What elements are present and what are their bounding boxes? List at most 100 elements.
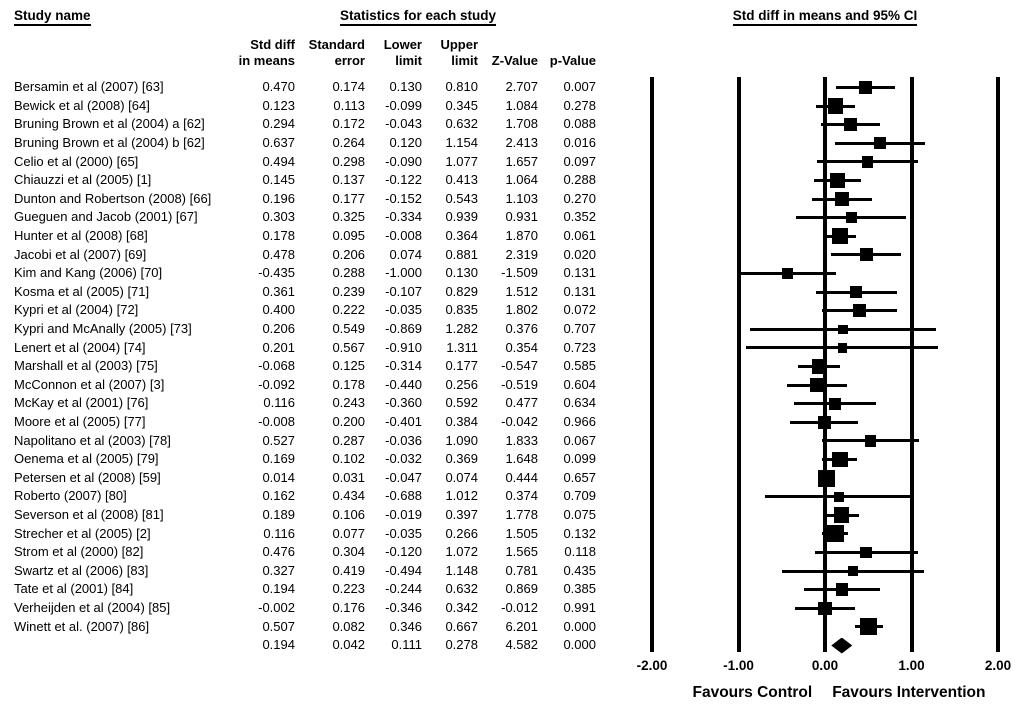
stat-value: 0.196 xyxy=(262,190,295,206)
stats-title-text: Statistics for each study xyxy=(339,8,497,26)
stat-value: 0.637 xyxy=(262,135,295,150)
study-name: Chiauzzi et al (2005) [1] xyxy=(14,172,152,188)
stat-value: 0.206 xyxy=(332,246,365,262)
study-name: Kosma et al (2005) [71] xyxy=(14,283,150,299)
stat-value: 0.604 xyxy=(563,376,596,392)
study-name: Swartz et al (2006) [83] xyxy=(14,562,149,578)
stat-value: 0.222 xyxy=(332,302,365,318)
stat-value: 0.374 xyxy=(505,488,538,504)
stat-value: 0.000 xyxy=(563,618,596,634)
stat-value: 0.082 xyxy=(332,618,365,634)
table-row: Hunter et al (2008) [68] 0.178 0.095 -0.008… xyxy=(0,227,610,246)
stat-value: 0.239 xyxy=(332,283,365,299)
point-estimate-square xyxy=(832,228,849,245)
study-name: Roberto (2007) [80] xyxy=(14,488,127,504)
study-name: Celio et al (2000) [65] xyxy=(14,153,139,169)
stat-value: -0.035 xyxy=(385,302,422,318)
table-row: Roberto (2007) [80] 0.162 0.434 -0.688 1.012… xyxy=(0,487,610,506)
stat-value: 1.064 xyxy=(505,172,538,188)
study-name: Dunton and Robertson (2008) [66] xyxy=(14,190,212,206)
stat-value: 0.099 xyxy=(563,451,596,467)
stat-value: 1.154 xyxy=(445,135,478,150)
table-row: Moore et al (2005) [77] -0.008 0.200 -0.401… xyxy=(0,413,610,432)
point-estimate-square xyxy=(833,491,845,502)
column-header-line2: limit xyxy=(395,53,422,68)
column-header-line2: in means xyxy=(238,53,295,68)
stat-value: 0.176 xyxy=(332,600,365,615)
stat-value: 0.419 xyxy=(332,562,365,578)
stat-value: 0.178 xyxy=(332,376,365,392)
stat-value: 0.567 xyxy=(332,339,365,355)
stat-value: 1.512 xyxy=(505,283,538,299)
stat-value: 0.111 xyxy=(391,637,422,653)
stat-value: 0.131 xyxy=(563,283,596,299)
stat-value: 1.084 xyxy=(505,97,538,113)
point-estimate-square xyxy=(860,546,872,559)
axis-gridline xyxy=(736,77,741,652)
stat-value: 0.125 xyxy=(332,358,365,374)
stat-value: 1.648 xyxy=(505,451,538,467)
stat-value: 0.194 xyxy=(262,637,295,653)
study-name: Strom et al (2000) [82] xyxy=(14,544,144,560)
stat-value: 0.178 xyxy=(262,228,295,243)
study-name: Bersamin et al (2007) [63] xyxy=(14,79,164,95)
stat-value: 0.632 xyxy=(445,581,478,597)
point-estimate-square xyxy=(837,343,848,353)
favours-intervention-label: Favours Intervention xyxy=(832,684,986,701)
table-row: Lenert et al (2004) [74] 0.201 0.567 -0.910… xyxy=(0,339,610,358)
study-name: Bruning Brown et al (2004) b [62] xyxy=(14,135,205,150)
stat-value: 0.177 xyxy=(445,358,478,374)
stat-value: -0.244 xyxy=(385,581,422,597)
stat-value: 0.507 xyxy=(262,618,295,634)
stat-value: 0.384 xyxy=(445,414,478,429)
study-name: Winett et al. (2007) [86] xyxy=(14,618,150,634)
point-estimate-square xyxy=(838,324,848,335)
point-estimate-square xyxy=(848,565,859,577)
study-name: Marshall et al (2003) [75] xyxy=(14,358,158,374)
table-row: Bruning Brown et al (2004) b [62] 0.637 0.… xyxy=(0,134,610,153)
point-estimate-square xyxy=(826,525,844,543)
stat-value: 0.829 xyxy=(445,283,478,299)
stat-value: 0.169 xyxy=(262,451,295,467)
stat-value: -0.042 xyxy=(501,414,538,429)
stat-value: 0.397 xyxy=(445,507,478,522)
stat-value: 1.778 xyxy=(505,507,538,522)
stat-value: 0.206 xyxy=(262,321,295,336)
stat-value: 0.494 xyxy=(262,153,295,169)
stat-value: 0.781 xyxy=(505,562,538,578)
study-name: McConnon et al (2007) [3] xyxy=(14,376,165,392)
stat-value: 0.113 xyxy=(333,97,365,113)
stat-value: 0.270 xyxy=(563,190,596,206)
axis-gridline xyxy=(909,77,914,652)
table-row: Celio et al (2000) [65] 0.494 0.298 -0.090 1… xyxy=(0,153,610,172)
x-axis-tick-label: 1.00 xyxy=(898,658,925,673)
study-name: Tate et al (2001) [84] xyxy=(14,581,134,597)
stat-value: 0.304 xyxy=(332,544,365,560)
stat-value: 0.352 xyxy=(563,209,596,225)
stat-value: -0.047 xyxy=(385,469,422,485)
table-row: Bersamin et al (2007) [63] 0.470 0.174 0.13… xyxy=(0,78,610,97)
table-row: Tate et al (2001) [84] 0.194 0.223 -0.244 0.… xyxy=(0,580,610,599)
stat-value: -0.012 xyxy=(501,600,538,615)
study-name: Kim and Kang (2006) [70] xyxy=(14,265,163,281)
stat-value: -0.090 xyxy=(385,153,422,169)
point-estimate-square xyxy=(818,601,832,615)
stat-value: 0.264 xyxy=(332,135,365,150)
stat-value: 0.364 xyxy=(445,228,478,243)
study-name: Gueguen and Jacob (2001) [67] xyxy=(14,209,198,225)
stat-value: 0.200 xyxy=(332,414,365,429)
column-header-line2: error xyxy=(334,53,365,68)
stat-value: 0.020 xyxy=(563,246,596,262)
table-row: Dunton and Robertson (2008) [66] 0.196 0.1… xyxy=(0,190,610,209)
stat-value: 2.707 xyxy=(505,79,538,95)
study-name-column-title: Study name xyxy=(14,8,91,26)
stat-value: 1.833 xyxy=(505,432,538,448)
stat-value: 0.325 xyxy=(332,209,365,225)
study-name: Verheijden et al (2004) [85] xyxy=(14,600,171,615)
stat-value: 0.106 xyxy=(332,507,365,522)
point-estimate-square xyxy=(864,435,877,447)
stat-value: 0.435 xyxy=(563,562,596,578)
stat-value: 0.709 xyxy=(563,488,596,504)
stat-value: 1.072 xyxy=(445,544,478,560)
stat-value: 0.130 xyxy=(445,265,478,281)
